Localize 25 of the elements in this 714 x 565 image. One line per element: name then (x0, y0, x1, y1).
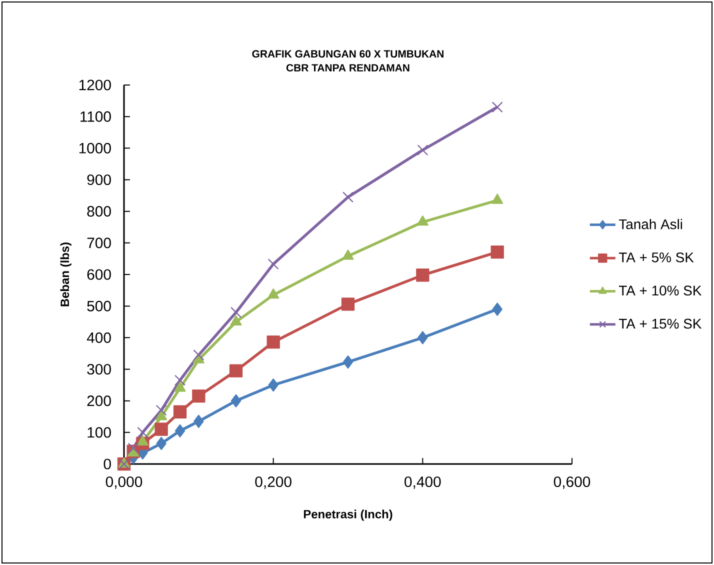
y-tick-label: 700 (87, 238, 111, 248)
legend-label: Tanah Asli (618, 218, 682, 230)
chart-title: GRAFIK GABUNGAN 60 X TUMBUKAN (252, 50, 444, 58)
x-tick-label: 0,600 (554, 476, 590, 489)
legend-label: TA + 10% SK (618, 286, 702, 296)
y-tick-label: 300 (87, 364, 111, 375)
legend-label: TA + 15% SK (618, 318, 702, 329)
y-tick-label: 1000 (79, 142, 111, 154)
x-tick-label: 0,400 (404, 476, 441, 489)
y-tick-label: 1100 (80, 111, 111, 122)
legend-label: TA + 5% SK (618, 252, 694, 262)
y-tick-label: 800 (87, 206, 111, 217)
y-tick-label: 600 (87, 269, 111, 280)
y-axis-title: Beban (lbs) (60, 242, 72, 306)
x-axis-title: Penetrasi (Inch) (304, 510, 392, 521)
chart-subtitle: CBR TANPA RENDAMAN (286, 64, 410, 72)
y-tick-label: 0 (104, 458, 111, 470)
y-tick-label: 1200 (79, 80, 111, 90)
y-tick-label: 100 (88, 427, 111, 438)
y-tick-label: 900 (87, 174, 111, 186)
y-tick-label: 400 (86, 332, 111, 343)
x-tick-label: 0,200 (255, 476, 292, 489)
y-tick-label: 500 (87, 300, 111, 312)
x-tick-label: 0,000 (106, 476, 142, 489)
y-tick-label: 200 (87, 396, 111, 406)
